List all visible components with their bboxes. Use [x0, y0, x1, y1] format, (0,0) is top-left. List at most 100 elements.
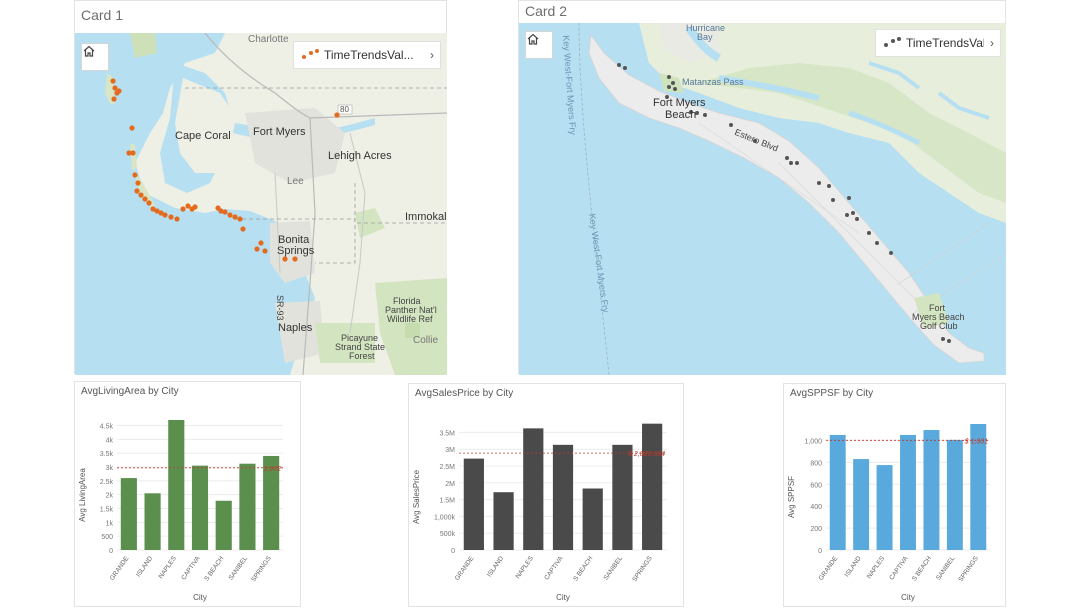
- map-point-marker[interactable]: [142, 196, 148, 202]
- bar-island[interactable]: [144, 493, 161, 550]
- map-view-1[interactable]: 80 Charlotte Cape Coral Fort Myers Lehig…: [75, 33, 447, 375]
- map-point-marker[interactable]: [667, 85, 671, 89]
- map-point-marker[interactable]: [667, 75, 671, 79]
- bar-captiva[interactable]: [191, 465, 209, 550]
- map-point-marker[interactable]: [785, 156, 789, 160]
- map-point-marker[interactable]: [240, 226, 246, 232]
- bar-sanibel[interactable]: [946, 439, 963, 550]
- x-tick-label: S BEACH: [572, 555, 594, 583]
- y-axis-title: Avg SalesPrice: [412, 469, 421, 524]
- home-button[interactable]: [525, 31, 553, 59]
- map-point-marker[interactable]: [116, 88, 122, 94]
- map-point-marker[interactable]: [138, 192, 144, 198]
- x-tick-label: SPRINGS: [631, 555, 654, 584]
- map-point-marker[interactable]: [192, 204, 198, 210]
- map-point-marker[interactable]: [162, 212, 168, 218]
- bar-naples[interactable]: [523, 428, 544, 550]
- map-point-marker[interactable]: [180, 206, 186, 212]
- bar-s-beach[interactable]: [923, 430, 940, 550]
- map-point-marker[interactable]: [831, 198, 835, 202]
- bar-grande[interactable]: [120, 478, 137, 550]
- map-view-2[interactable]: Hurricane Bay Matanzas Pass Fort Myers B…: [519, 23, 1006, 375]
- bar-grande[interactable]: [829, 434, 846, 550]
- chart-card-living-area: AvgLivingArea by City 0 500 1k 1.5k 2k 2.5k 3k…: [74, 381, 301, 607]
- bar-naples[interactable]: [876, 465, 893, 550]
- map-point-marker[interactable]: [135, 180, 141, 186]
- map-point-marker[interactable]: [146, 200, 152, 206]
- bar-chart-sppsf[interactable]: 0 200 400 600 800 1,000 GRANDE ISLAND NAPLES CAPT…: [784, 384, 1007, 608]
- map-point-marker[interactable]: [258, 240, 264, 246]
- home-button[interactable]: [81, 43, 109, 71]
- map-point-marker[interactable]: [845, 213, 849, 217]
- map-point-marker[interactable]: [729, 123, 733, 127]
- map-point-marker[interactable]: [671, 81, 675, 85]
- map-point-marker[interactable]: [129, 125, 135, 131]
- bar-grande[interactable]: [463, 458, 484, 550]
- map-point-marker[interactable]: [218, 208, 224, 214]
- map-point-marker[interactable]: [174, 216, 180, 222]
- map-point-marker[interactable]: [232, 214, 238, 220]
- bar-captiva[interactable]: [900, 434, 916, 550]
- bar-s-beach[interactable]: [582, 488, 603, 550]
- bar-sanibel[interactable]: [612, 444, 633, 550]
- map-point-marker[interactable]: [703, 113, 707, 117]
- map-point-marker[interactable]: [941, 337, 945, 341]
- map-point-marker[interactable]: [753, 139, 757, 143]
- map-point-marker[interactable]: [789, 161, 793, 165]
- map-point-marker[interactable]: [795, 161, 799, 165]
- bar-naples[interactable]: [168, 420, 185, 550]
- map-point-marker[interactable]: [617, 63, 621, 67]
- map-point-marker[interactable]: [282, 256, 288, 262]
- map-point-marker[interactable]: [111, 96, 117, 102]
- place-lee: Lee: [287, 176, 304, 187]
- map-point-marker[interactable]: [889, 251, 893, 255]
- map-point-marker[interactable]: [689, 110, 693, 114]
- bar-chart-sales-price[interactable]: 0 500k 1,000k 1.5M 2M 2.5M 3M 3.5M GRANDE ISLAND N…: [409, 384, 685, 608]
- map-point-marker[interactable]: [673, 87, 677, 91]
- map-point-marker[interactable]: [126, 150, 132, 156]
- bar-s-beach[interactable]: [215, 500, 232, 550]
- map-point-marker[interactable]: [334, 112, 340, 118]
- map-point-marker[interactable]: [132, 172, 138, 178]
- map-point-marker[interactable]: [110, 78, 116, 84]
- bar-sanibel[interactable]: [239, 463, 256, 550]
- map-point-marker[interactable]: [827, 184, 831, 188]
- bar-captiva[interactable]: [552, 444, 574, 550]
- map-point-marker[interactable]: [867, 231, 871, 235]
- map-point-marker[interactable]: [222, 209, 228, 215]
- map-point-marker[interactable]: [817, 181, 821, 185]
- y-tick-label: 0: [818, 548, 822, 555]
- map-point-marker[interactable]: [875, 241, 879, 245]
- map-point-marker[interactable]: [154, 208, 160, 214]
- map-point-marker[interactable]: [254, 246, 260, 252]
- map-point-marker[interactable]: [851, 211, 855, 215]
- map-point-marker[interactable]: [665, 95, 669, 99]
- map-point-marker[interactable]: [623, 66, 627, 70]
- map-point-marker[interactable]: [847, 196, 851, 200]
- map-point-marker[interactable]: [134, 188, 140, 194]
- map-point-marker[interactable]: [150, 206, 156, 212]
- bar-springs[interactable]: [263, 455, 280, 550]
- map-point-marker[interactable]: [168, 214, 174, 220]
- bar-springs[interactable]: [970, 424, 987, 550]
- map-point-marker[interactable]: [262, 248, 268, 254]
- map-point-marker[interactable]: [185, 203, 191, 209]
- map-point-marker[interactable]: [695, 111, 699, 115]
- bar-springs[interactable]: [642, 423, 663, 550]
- map-point-marker[interactable]: [855, 217, 859, 221]
- x-tick-label: SANIBEL: [603, 555, 625, 582]
- legend-layer-button[interactable]: TimeTrendsVal... ›: [293, 41, 441, 69]
- map-point-marker[interactable]: [112, 85, 118, 91]
- map-point-marker[interactable]: [130, 150, 136, 156]
- map-point-marker[interactable]: [237, 216, 243, 222]
- bar-chart-living-area[interactable]: 0 500 1k 1.5k 2k 2.5k 3k 3.5k 4k 4.5k GRANDE ISLAND…: [75, 382, 302, 608]
- legend-layer-button[interactable]: TimeTrendsVal... ›: [875, 29, 1001, 57]
- bar-island[interactable]: [493, 492, 514, 550]
- map-point-marker[interactable]: [947, 339, 951, 343]
- place-florida-panther-2: Panther Nat'l: [385, 305, 437, 315]
- map-point-marker[interactable]: [292, 256, 298, 262]
- map-point-marker[interactable]: [158, 210, 164, 216]
- bar-island[interactable]: [853, 459, 870, 550]
- map-basemap-2: [519, 23, 1006, 375]
- map-point-marker[interactable]: [227, 212, 233, 218]
